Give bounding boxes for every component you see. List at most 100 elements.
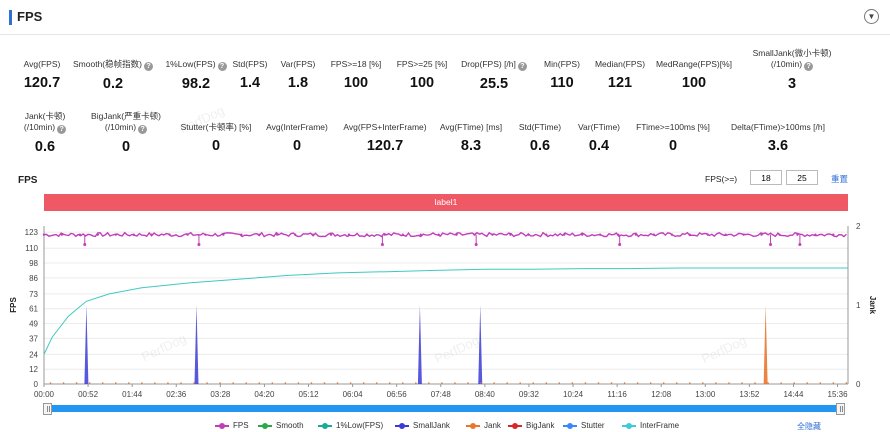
jank-zero-point bbox=[101, 382, 104, 384]
help-icon[interactable]: ? bbox=[217, 62, 227, 71]
legend-label: FPS bbox=[233, 421, 249, 430]
legend-label: 1%Low(FPS) bbox=[336, 421, 384, 430]
stat-stats_row2-3: Avg(InterFrame) 0 bbox=[227, 122, 367, 154]
legend-item[interactable]: 1%Low(FPS) bbox=[318, 421, 383, 430]
y2-tick-label: 0 bbox=[856, 380, 861, 389]
jank-zero-point bbox=[623, 382, 626, 384]
stat-stats_row2-7: Var(FTime) 0.4 bbox=[529, 122, 669, 154]
x-tick-label: 14:44 bbox=[783, 390, 804, 399]
fps-point bbox=[563, 233, 566, 236]
legend-label: Smooth bbox=[276, 421, 304, 430]
fps-point bbox=[580, 233, 584, 236]
stat-value: 110 bbox=[550, 75, 574, 91]
stat-label: Std(FPS) bbox=[180, 59, 320, 70]
stat-stats_row1-4: Var(FPS) 1.8 bbox=[228, 59, 368, 91]
jank-zero-point bbox=[336, 382, 339, 384]
y2-tick-label: 2 bbox=[856, 222, 861, 231]
stat-label-unit: (/10min) bbox=[104, 122, 137, 132]
fps-point bbox=[832, 233, 835, 236]
stat-label-text: SmallJank(微小卡顿) bbox=[752, 48, 832, 58]
jank-zero-point bbox=[545, 382, 548, 384]
fps-point bbox=[293, 233, 297, 236]
jank-zero-point bbox=[206, 382, 208, 384]
stat-value: 1.4 bbox=[239, 75, 261, 91]
fps-point bbox=[455, 233, 458, 236]
fps-point bbox=[42, 233, 46, 236]
stat-label-text: FTime>=100ms [%] bbox=[636, 122, 710, 132]
stat-stats_row1-0: Avg(FPS) 120.7 bbox=[0, 59, 112, 91]
jank-zero-point bbox=[375, 382, 378, 384]
legend-item[interactable]: Stutter bbox=[563, 421, 605, 430]
jank-zero-point bbox=[636, 382, 639, 384]
jank-zero-point bbox=[715, 382, 717, 384]
fps-point bbox=[78, 233, 82, 236]
reset-button[interactable]: 重置 bbox=[831, 174, 849, 184]
stat-label: BigJank(严重卡顿) (/10min)? bbox=[56, 111, 196, 134]
stat-value: 1.8 bbox=[287, 75, 309, 91]
fps-threshold-input-2[interactable] bbox=[786, 170, 818, 185]
y-tick-label: 37 bbox=[29, 334, 38, 343]
fps-threshold-input-1[interactable] bbox=[750, 170, 782, 185]
slider-right-handle[interactable] bbox=[836, 403, 845, 415]
chevron-down-icon[interactable]: ▼ bbox=[864, 9, 879, 24]
jank-zero-point bbox=[584, 382, 587, 384]
help-icon[interactable]: ? bbox=[138, 125, 148, 134]
legend-item[interactable]: FPS bbox=[215, 421, 249, 430]
legend-swatch bbox=[318, 422, 332, 429]
legend-swatch bbox=[215, 422, 229, 429]
stat-label: Avg(InterFrame) bbox=[227, 122, 367, 133]
y-tick-label: 123 bbox=[25, 228, 39, 237]
legend-item[interactable]: Smooth bbox=[258, 421, 304, 430]
help-icon[interactable]: ? bbox=[804, 62, 814, 71]
legend-item[interactable]: InterFrame bbox=[622, 421, 679, 430]
jank-zero-point bbox=[323, 382, 326, 384]
stat-stats_row1-7: Drop(FPS) [/h]? 25.5 bbox=[424, 59, 564, 92]
time-range-slider[interactable] bbox=[46, 405, 844, 412]
jank-zero-point bbox=[167, 382, 169, 384]
section-title: FPS bbox=[17, 9, 43, 24]
jank-zero-point bbox=[610, 382, 613, 384]
hide-all-button[interactable]: 全隐藏 bbox=[797, 422, 821, 431]
fps-point bbox=[96, 233, 100, 236]
jank-zero-point bbox=[767, 382, 769, 384]
jank-zero-point bbox=[702, 382, 704, 384]
stat-value: 3 bbox=[787, 76, 797, 92]
stat-stats_row2-2: Stutter(卡顿率) [%] 0 bbox=[146, 122, 286, 154]
stat-label: FPS>=25 [%] bbox=[352, 59, 492, 70]
stat-label: Avg(FPS) bbox=[0, 59, 112, 70]
x-tick-label: 02:36 bbox=[166, 390, 187, 399]
help-icon[interactable]: ? bbox=[143, 62, 153, 71]
fps-point bbox=[437, 233, 440, 236]
y-tick-label: 86 bbox=[29, 274, 38, 283]
jank-zero-point bbox=[441, 382, 443, 384]
stat-label-text: Min(FPS) bbox=[544, 59, 580, 69]
stat-stats_row1-5: FPS>=18 [%] 100 bbox=[286, 59, 426, 91]
jank-zero-point bbox=[675, 382, 678, 384]
help-icon[interactable]: ? bbox=[517, 62, 527, 71]
fps-point bbox=[383, 233, 387, 236]
stat-stats_row1-10: MedRange(FPS)[%] 100 bbox=[624, 59, 764, 91]
y-tick-label: 49 bbox=[29, 320, 38, 329]
stat-stats_row2-0: Jank(卡顿) (/10min)? 0.6 bbox=[0, 111, 115, 155]
jank-zero-point bbox=[415, 382, 417, 384]
fps-point bbox=[222, 233, 225, 236]
stat-value: 0 bbox=[121, 139, 131, 155]
stat-stats_row2-9: Delta(FTime)>100ms [/h] 3.6 bbox=[708, 122, 848, 154]
slider-left-handle[interactable] bbox=[43, 403, 52, 415]
stat-label-text: Delta(FTime)>100ms [/h] bbox=[731, 122, 825, 132]
stat-value: 3.6 bbox=[767, 138, 789, 154]
help-icon[interactable]: ? bbox=[57, 125, 67, 134]
stat-label-unit: (/10min) bbox=[23, 122, 56, 132]
stat-value: 100 bbox=[681, 75, 707, 91]
label-band[interactable]: label1 bbox=[44, 194, 848, 211]
y2-tick-label: 1 bbox=[856, 301, 861, 310]
fps-point bbox=[329, 233, 333, 236]
jank-zero-point bbox=[493, 382, 495, 384]
stat-label-text: 1%Low(FPS) bbox=[165, 59, 216, 69]
legend-item[interactable]: BigJank bbox=[508, 421, 554, 430]
y-tick-label: 61 bbox=[29, 305, 38, 314]
legend-item[interactable]: Jank bbox=[466, 421, 501, 430]
stat-label-text: MedRange(FPS)[%] bbox=[655, 59, 733, 69]
legend-item[interactable]: SmallJank bbox=[395, 421, 450, 430]
